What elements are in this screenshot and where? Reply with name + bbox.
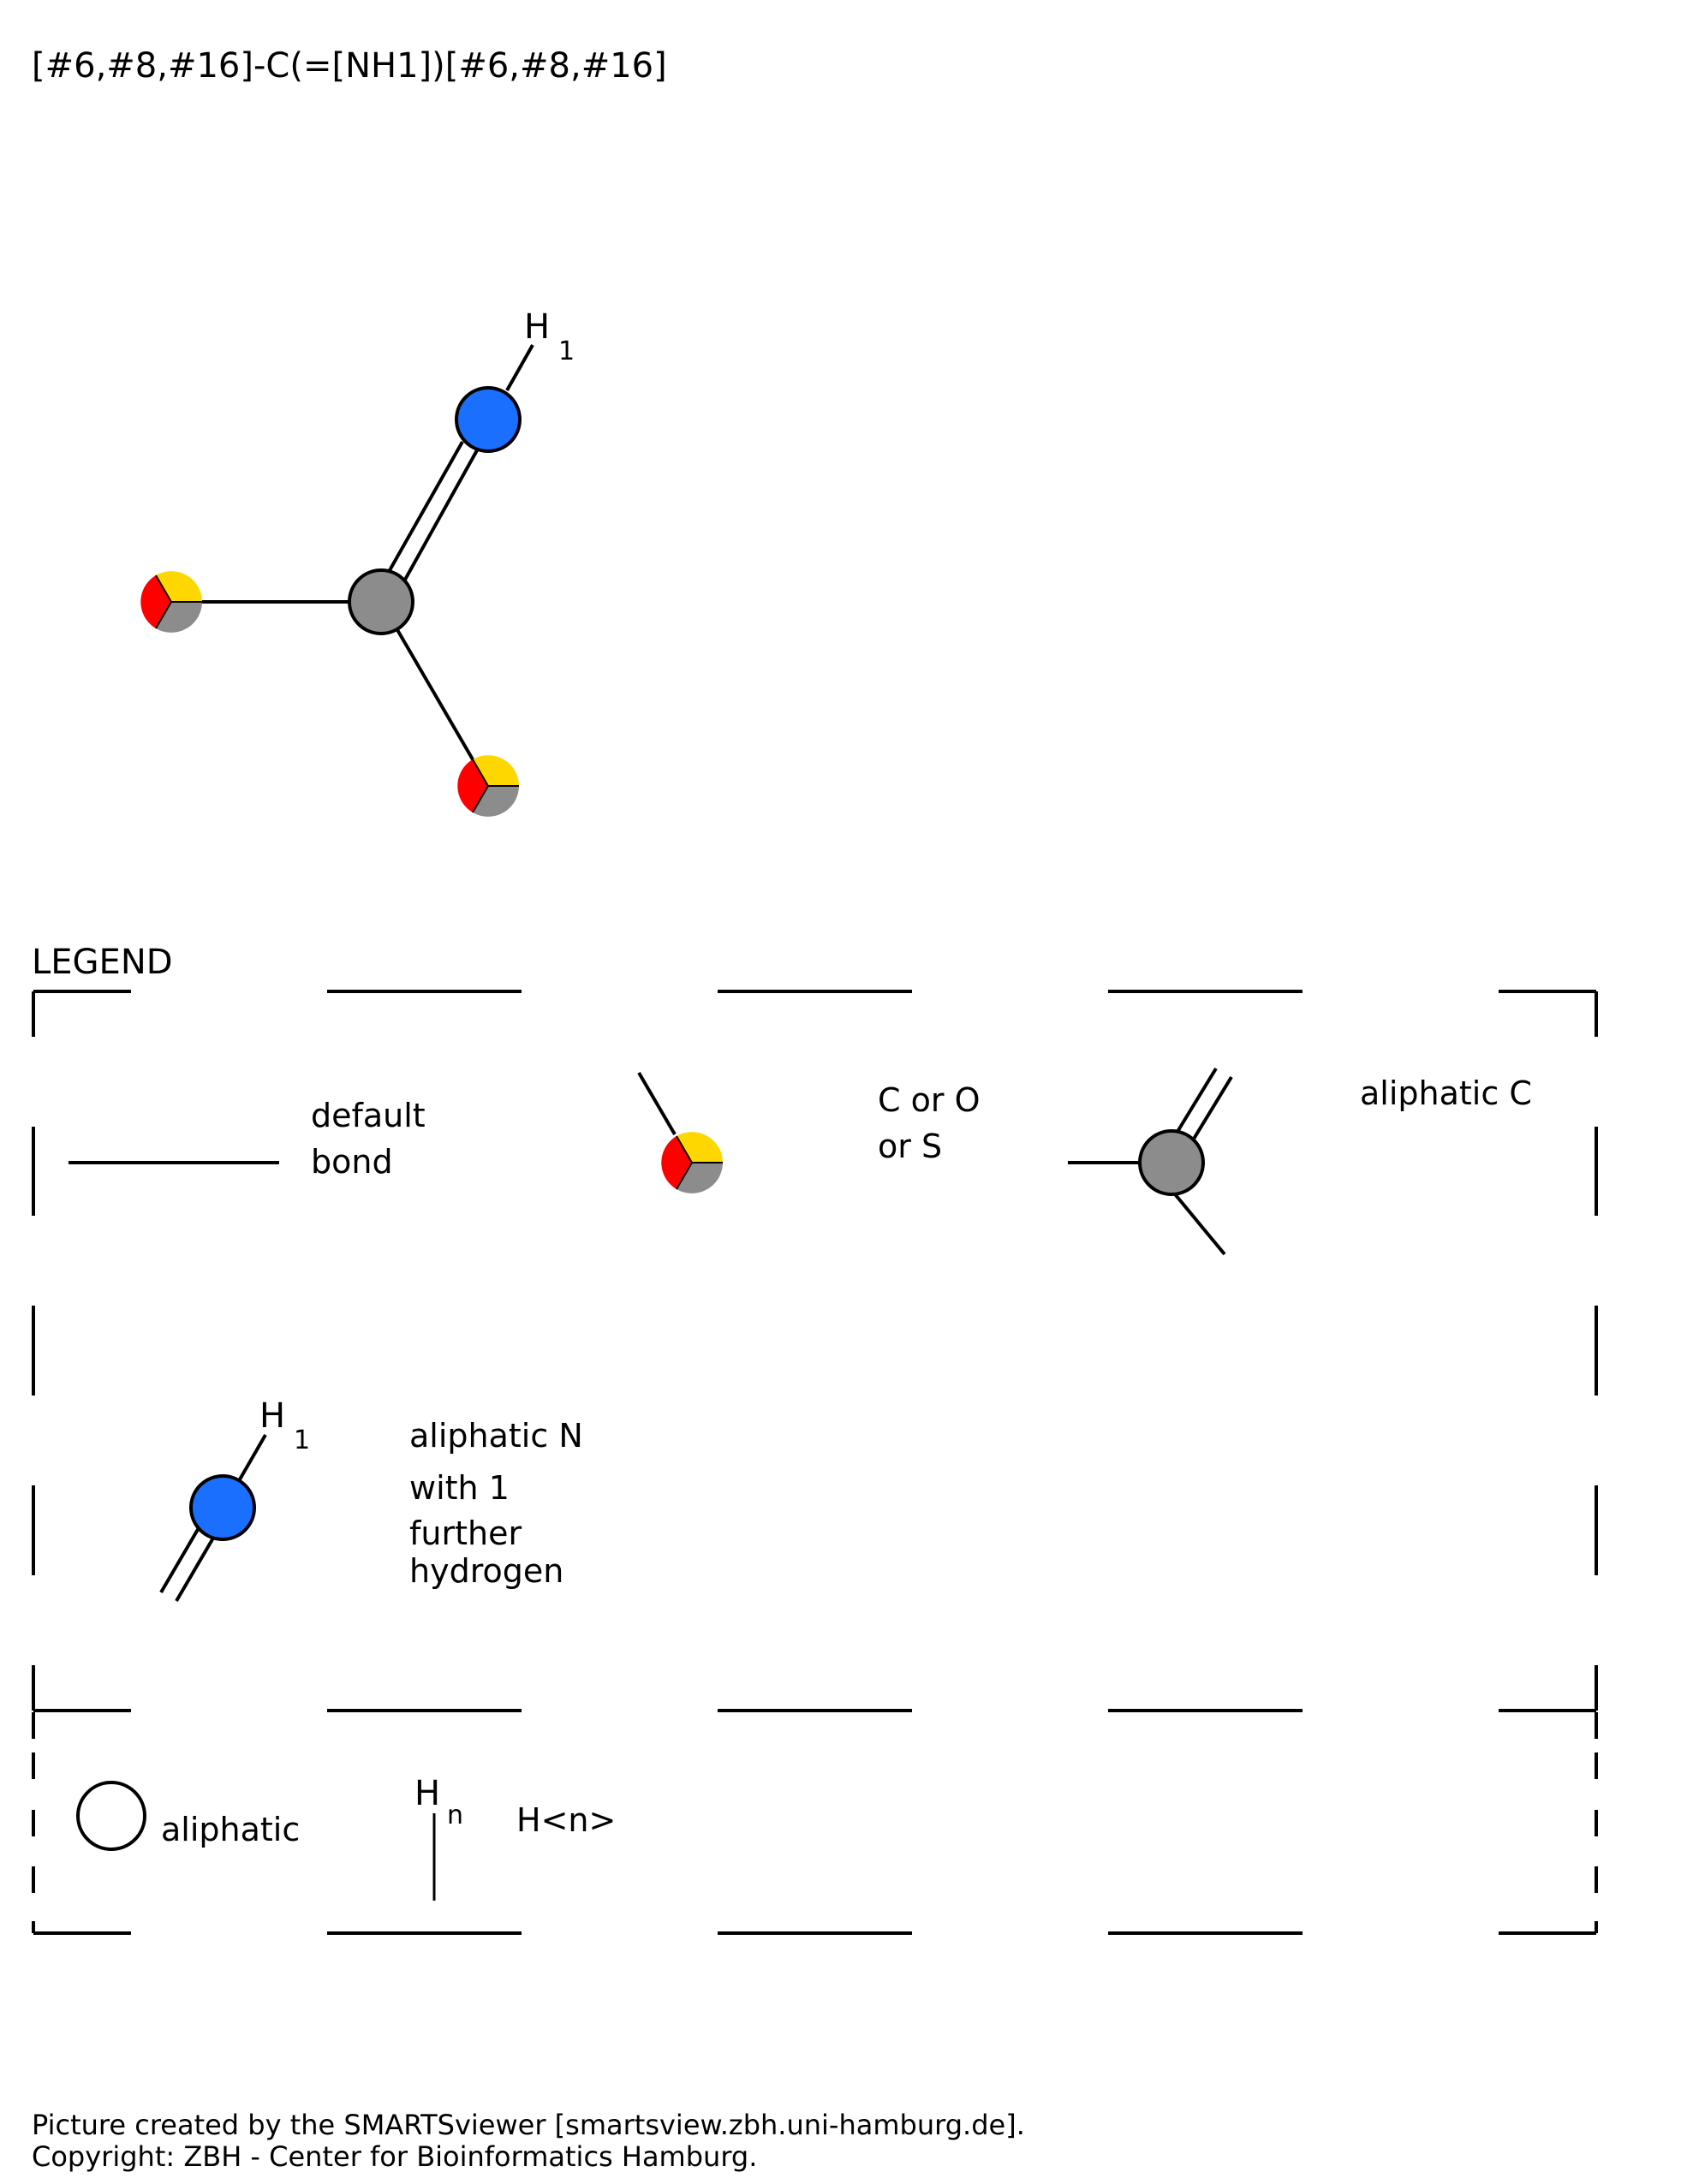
atom-nitrogen-icon: [189, 1474, 256, 1541]
atom-carbon-icon: [1138, 1129, 1205, 1196]
atom-c-o-s-left: [140, 571, 202, 633]
bond-double-a: [384, 441, 464, 579]
bond-n-hydrogen: [505, 344, 534, 391]
molecule-structure: H 1: [140, 307, 575, 817]
smarts-title: [#6,#8,#16]-C(=[NH1])[#6,#8,#16]: [32, 46, 667, 86]
bond-lower-single: [379, 600, 490, 788]
legend-frame-lower: [32, 1712, 1598, 1935]
h-n-label: H<n>: [516, 1801, 616, 1839]
c-o-s-label-line1: C or O: [878, 1081, 980, 1119]
legend-item-c-o-s: C or O or S: [637, 1071, 980, 1193]
atom-c-o-s-icon: [661, 1132, 723, 1193]
atom-c-o-s-lower: [457, 755, 519, 817]
aliphatic-c-label: aliphatic C: [1360, 1074, 1532, 1112]
aliphatic-n-label-line2: with 1: [409, 1469, 510, 1507]
aliphatic-circle-icon: [76, 1781, 146, 1851]
h-n-subscript: n: [447, 1800, 463, 1830]
legend-n-hydrogen-count: 1: [294, 1425, 310, 1455]
atom-carbon-center: [348, 568, 414, 635]
legend-item-h-n: H n H<n>: [414, 1774, 616, 1901]
default-bond-label-line1: default: [311, 1097, 426, 1134]
legend-title: LEGEND: [32, 943, 173, 982]
legend-frame-upper: [32, 990, 1598, 1712]
aliphatic-n-label-line3: further: [409, 1515, 522, 1552]
footer-credit: Picture created by the SMARTSviewer [sma…: [32, 2109, 1025, 2141]
nitrogen-hydrogen-label: H: [524, 307, 550, 347]
default-bond-label-line2: bond: [311, 1143, 393, 1181]
aliphatic-n-label-line4: hydrogen: [409, 1552, 563, 1590]
atom-nitrogen: [455, 386, 522, 453]
legend-item-default-bond: default bond: [69, 1097, 426, 1181]
bond-double-b: [399, 449, 479, 588]
aliphatic-n-label-line1: aliphatic N: [409, 1417, 583, 1455]
c-o-s-label-line2: or S: [878, 1128, 942, 1165]
aliphatic-label: aliphatic: [161, 1811, 300, 1848]
footer-copyright: Copyright: ZBH - Center for Bioinformati…: [32, 2140, 757, 2173]
legend-n-hydrogen-label: H: [259, 1396, 285, 1436]
legend-item-aliphatic-c: aliphatic C: [1068, 1067, 1532, 1256]
legend-item-aliphatic: aliphatic: [76, 1781, 300, 1851]
h-n-symbol: H: [414, 1774, 440, 1813]
legend-item-aliphatic-n: H 1 aliphatic N with 1 further hydrogen: [159, 1396, 583, 1603]
nitrogen-hydrogen-count: 1: [558, 336, 575, 366]
